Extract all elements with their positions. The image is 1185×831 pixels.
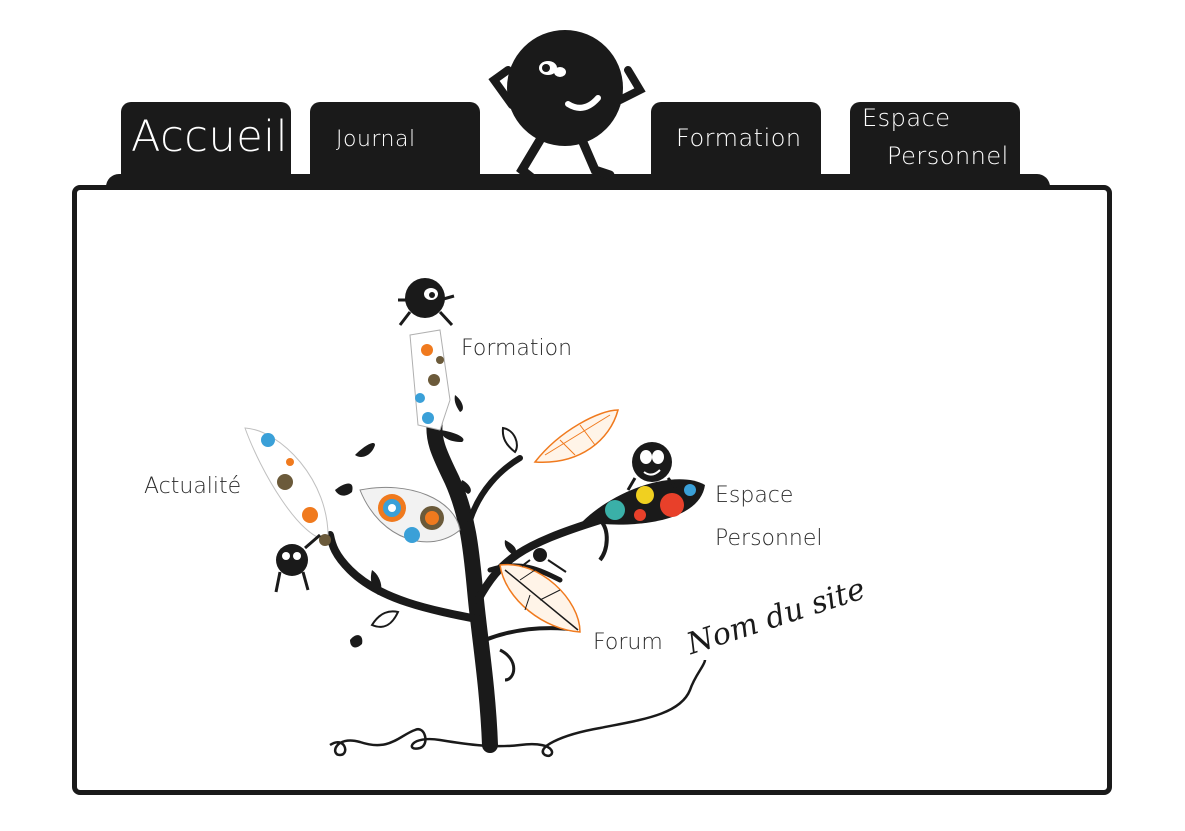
tree-link-forum[interactable]: Forum: [593, 630, 663, 655]
mascot-creature-icon: [488, 30, 646, 183]
tree-link-espace-personnel[interactable]: Espace: [715, 483, 794, 508]
tree-link-espace-personnel-line2[interactable]: Personnel: [715, 526, 823, 551]
tree-link-formation[interactable]: Formation: [461, 336, 573, 361]
tab-journal-label: Journal: [336, 127, 416, 152]
tab-formation-label: Formation: [676, 124, 802, 152]
tree-link-actualite[interactable]: Actualité: [144, 474, 242, 499]
tab-espace-personnel[interactable]: Espace Personnel: [850, 102, 1020, 178]
tab-formation[interactable]: Formation: [651, 102, 821, 178]
tab-accueil[interactable]: Accueil: [121, 102, 291, 178]
tab-espace-label-line2: Personnel: [887, 142, 1009, 170]
tab-accueil-label: Accueil: [131, 112, 289, 162]
tab-espace-label-line1: Espace: [862, 104, 951, 132]
tab-journal[interactable]: Journal: [310, 102, 480, 178]
content-frame: [72, 185, 1112, 795]
